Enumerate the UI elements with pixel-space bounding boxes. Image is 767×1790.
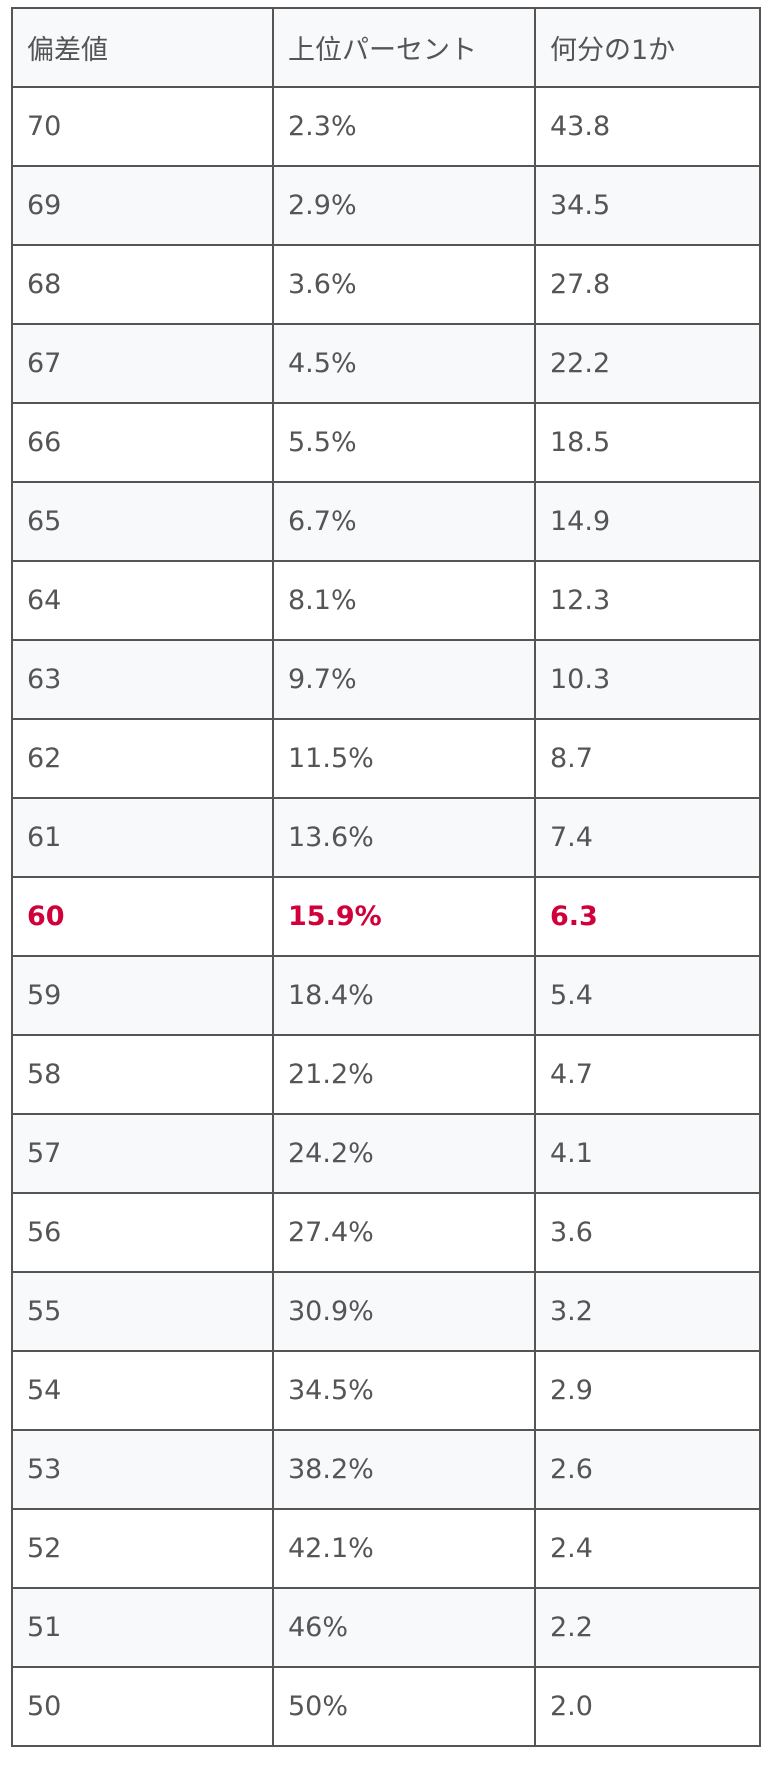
table-row: 58 21.2% 4.7 [11,1034,761,1115]
table-row: 59 18.4% 5.4 [11,955,761,1036]
table-row: 55 30.9% 3.2 [11,1271,761,1352]
deviation-table: 偏差値 上位パーセント 何分の1か 70 2.3% 43.8 69 2.9% 3… [11,7,761,1747]
cell-one-in-n: 4.1 [534,1113,761,1194]
header-top-percent: 上位パーセント [272,7,536,88]
table-row: 67 4.5% 22.2 [11,323,761,404]
cell-one-in-n: 2.9 [534,1350,761,1431]
cell-deviation-score: 62 [11,718,274,799]
cell-top-percent: 9.7% [272,639,536,720]
cell-top-percent: 4.5% [272,323,536,404]
cell-top-percent: 27.4% [272,1192,536,1273]
table-row: 66 5.5% 18.5 [11,402,761,483]
cell-top-percent: 21.2% [272,1034,536,1115]
cell-deviation-score: 68 [11,244,274,325]
cell-deviation-score: 64 [11,560,274,641]
cell-one-in-n: 2.0 [534,1666,761,1747]
cell-deviation-score: 63 [11,639,274,720]
table-row: 68 3.6% 27.8 [11,244,761,325]
table-row: 65 6.7% 14.9 [11,481,761,562]
cell-deviation-score: 53 [11,1429,274,1510]
table-row: 52 42.1% 2.4 [11,1508,761,1589]
cell-deviation-score: 56 [11,1192,274,1273]
cell-deviation-score: 54 [11,1350,274,1431]
cell-deviation-score: 52 [11,1508,274,1589]
cell-top-percent: 2.3% [272,86,536,167]
table-row: 57 24.2% 4.1 [11,1113,761,1194]
cell-one-in-n: 4.7 [534,1034,761,1115]
header-row: 偏差値 上位パーセント 何分の1か [11,7,761,88]
cell-deviation-score: 60 [11,876,274,957]
cell-deviation-score: 58 [11,1034,274,1115]
table-row: 53 38.2% 2.6 [11,1429,761,1510]
table-row: 69 2.9% 34.5 [11,165,761,246]
cell-deviation-score: 67 [11,323,274,404]
table-row: 54 34.5% 2.9 [11,1350,761,1431]
cell-deviation-score: 66 [11,402,274,483]
cell-top-percent: 34.5% [272,1350,536,1431]
cell-deviation-score: 65 [11,481,274,562]
cell-deviation-score: 51 [11,1587,274,1668]
cell-top-percent: 50% [272,1666,536,1747]
cell-deviation-score: 70 [11,86,274,167]
table-row: 64 8.1% 12.3 [11,560,761,641]
cell-top-percent: 11.5% [272,718,536,799]
table-row: 62 11.5% 8.7 [11,718,761,799]
table-row-highlighted: 60 15.9% 6.3 [11,876,761,957]
header-one-in-n: 何分の1か [534,7,761,88]
cell-one-in-n: 12.3 [534,560,761,641]
cell-one-in-n: 2.6 [534,1429,761,1510]
cell-deviation-score: 61 [11,797,274,878]
cell-top-percent: 42.1% [272,1508,536,1589]
cell-top-percent: 38.2% [272,1429,536,1510]
cell-one-in-n: 8.7 [534,718,761,799]
cell-one-in-n: 3.2 [534,1271,761,1352]
cell-deviation-score: 50 [11,1666,274,1747]
cell-deviation-score: 59 [11,955,274,1036]
cell-one-in-n: 22.2 [534,323,761,404]
cell-top-percent: 15.9% [272,876,536,957]
cell-one-in-n: 14.9 [534,481,761,562]
cell-top-percent: 46% [272,1587,536,1668]
table-row: 50 50% 2.0 [11,1666,761,1747]
table-row: 63 9.7% 10.3 [11,639,761,720]
cell-top-percent: 30.9% [272,1271,536,1352]
cell-top-percent: 13.6% [272,797,536,878]
table-row: 61 13.6% 7.4 [11,797,761,878]
cell-top-percent: 18.4% [272,955,536,1036]
cell-one-in-n: 27.8 [534,244,761,325]
cell-one-in-n: 3.6 [534,1192,761,1273]
header-deviation-score: 偏差値 [11,7,274,88]
table-row: 51 46% 2.2 [11,1587,761,1668]
cell-one-in-n: 43.8 [534,86,761,167]
cell-one-in-n: 18.5 [534,402,761,483]
cell-one-in-n: 6.3 [534,876,761,957]
table-row: 70 2.3% 43.8 [11,86,761,167]
cell-one-in-n: 2.4 [534,1508,761,1589]
cell-top-percent: 8.1% [272,560,536,641]
cell-top-percent: 5.5% [272,402,536,483]
cell-top-percent: 24.2% [272,1113,536,1194]
cell-deviation-score: 55 [11,1271,274,1352]
cell-one-in-n: 5.4 [534,955,761,1036]
table-body: 70 2.3% 43.8 69 2.9% 34.5 68 3.6% 27.8 6… [11,86,761,1747]
table-row: 56 27.4% 3.6 [11,1192,761,1273]
table-header: 偏差値 上位パーセント 何分の1か [11,7,761,88]
cell-top-percent: 3.6% [272,244,536,325]
cell-deviation-score: 69 [11,165,274,246]
cell-one-in-n: 34.5 [534,165,761,246]
cell-top-percent: 6.7% [272,481,536,562]
cell-one-in-n: 7.4 [534,797,761,878]
cell-top-percent: 2.9% [272,165,536,246]
cell-one-in-n: 10.3 [534,639,761,720]
cell-one-in-n: 2.2 [534,1587,761,1668]
cell-deviation-score: 57 [11,1113,274,1194]
